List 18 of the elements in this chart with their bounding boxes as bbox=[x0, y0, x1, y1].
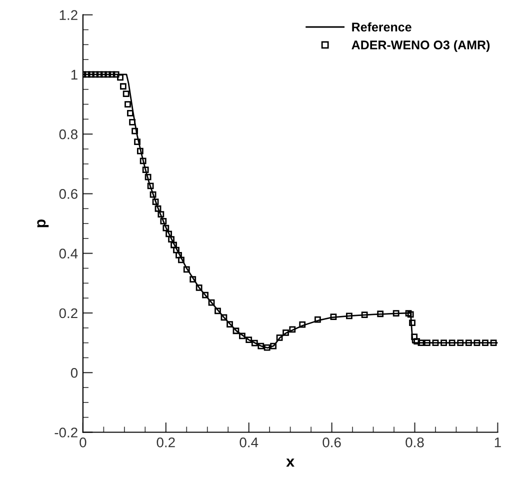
x-tick-label: 1 bbox=[494, 438, 501, 448]
y-tick-label: 1.2 bbox=[60, 10, 78, 20]
x-tick-label: 0.2 bbox=[156, 437, 175, 448]
y-tick-label: -0.2 bbox=[54, 428, 78, 438]
x-axis-title: x bbox=[286, 458, 294, 467]
x-tick-label: 0.8 bbox=[406, 437, 424, 448]
legend-label: ADER-WENO O3 (AMR) bbox=[352, 40, 490, 52]
x-tick-label: 0.4 bbox=[240, 437, 258, 448]
legend-label: Reference bbox=[352, 22, 412, 32]
y-axis-title: p bbox=[37, 219, 49, 228]
y-tick-label: 0.2 bbox=[59, 308, 78, 318]
y-tick-label: 1 bbox=[71, 70, 78, 80]
y-tick-label: 0.8 bbox=[59, 129, 78, 140]
x-tick-label: 0 bbox=[80, 437, 86, 448]
y-tick-label: 0.6 bbox=[59, 189, 78, 199]
x-tick-label: 0.6 bbox=[322, 437, 341, 448]
y-tick-label: 0 bbox=[70, 368, 78, 378]
y-tick-label: 0.4 bbox=[59, 248, 78, 259]
